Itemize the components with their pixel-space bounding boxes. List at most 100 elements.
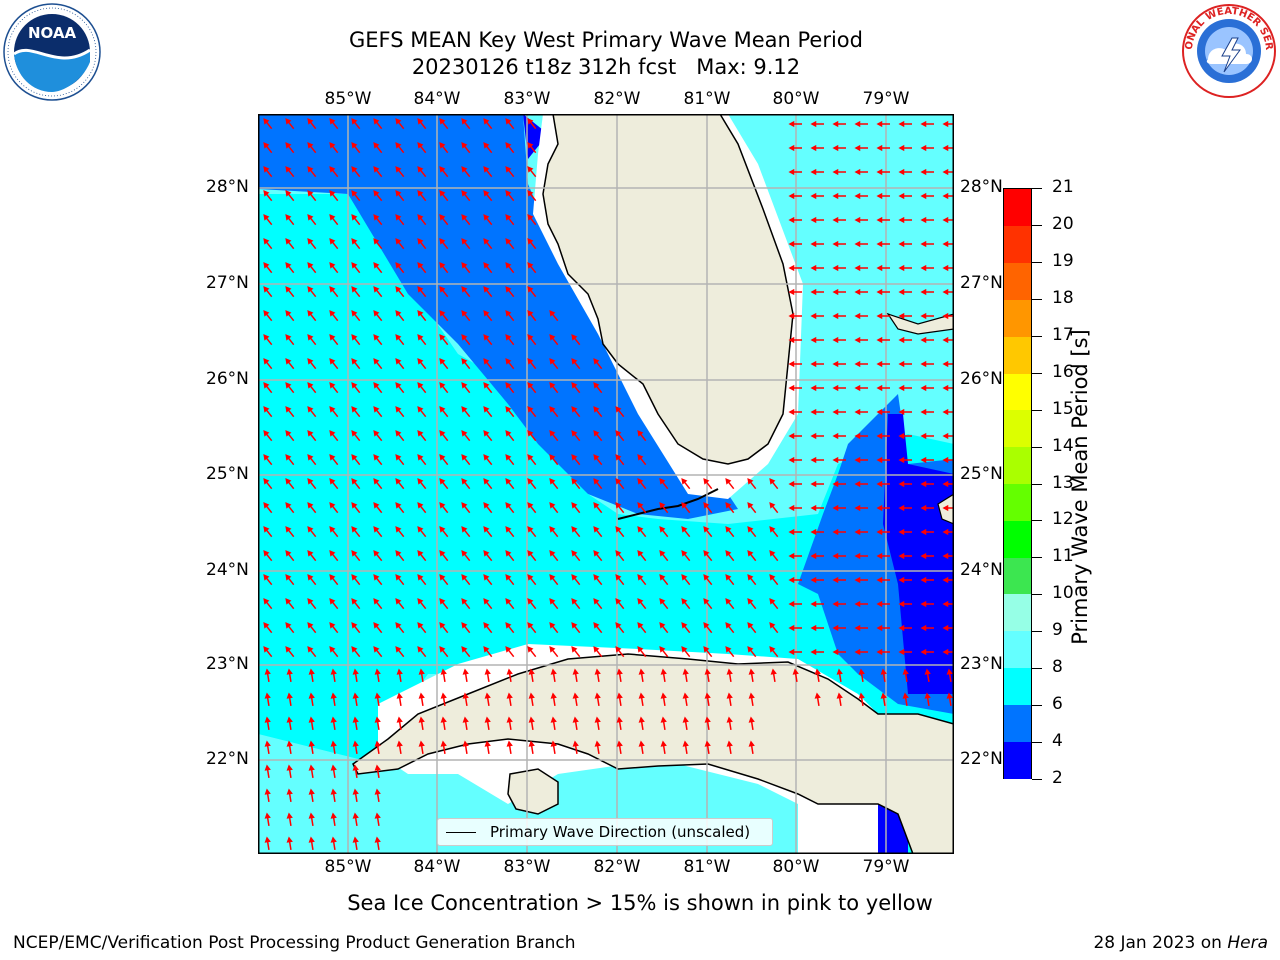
colorbar-tick-label: 15 — [1052, 398, 1074, 419]
wave-arrow-head — [461, 598, 468, 605]
wave-arrow-head — [854, 408, 861, 416]
wave-arrow-head — [527, 286, 534, 293]
wave-arrow-head — [902, 692, 909, 699]
wave-arrow-head — [461, 574, 468, 581]
colorbar-tick-label: 14 — [1052, 435, 1074, 456]
wave-arrow-head — [352, 716, 359, 723]
wave-arrow-head — [942, 120, 949, 128]
wave-arrow-head — [527, 382, 534, 389]
wave-arrow-head — [920, 264, 927, 272]
lon-label-top: 83°W — [503, 89, 551, 109]
lon-label-bottom: 79°W — [862, 857, 910, 877]
wave-arrow-head — [920, 480, 927, 488]
wave-arrow-head — [832, 360, 839, 368]
wave-arrow-head — [876, 456, 883, 464]
wave-arrow-head — [308, 740, 315, 747]
wave-arrow-head — [374, 788, 381, 795]
wave-arrow-head — [854, 312, 861, 320]
wave-arrow-head — [439, 598, 446, 605]
colorbar-segment — [1004, 409, 1031, 448]
wave-arrow-head — [329, 526, 336, 533]
wave-arrow-head — [483, 190, 490, 197]
wave-arrow-head — [725, 478, 732, 485]
wave-arrow-head — [898, 336, 905, 344]
colorbar-tick-label: 13 — [1052, 472, 1074, 493]
wave-arrow-head — [329, 622, 336, 629]
wave-arrow-head — [836, 668, 843, 675]
footer-date-text: 28 Jan 2023 on — [1093, 933, 1228, 953]
wave-arrow-head — [483, 118, 490, 125]
wave-arrow-head — [395, 166, 402, 173]
wave-arrow-head — [505, 334, 512, 341]
wave-arrow-head — [527, 430, 534, 437]
wave-arrow-head — [593, 598, 600, 605]
wave-arrow-head — [659, 574, 666, 581]
field-8-9s-east — [778, 134, 954, 244]
wave-arrow-head — [395, 118, 402, 125]
wave-arrow-head — [858, 668, 865, 675]
colorbar-segment — [1004, 630, 1031, 669]
wave-arrow-head — [942, 144, 949, 152]
plot-title-line2: 20230126 t18z 312h fcst Max: 9.12 — [411, 55, 801, 79]
colorbar-tick-mark — [1032, 742, 1042, 744]
wave-arrow-head — [483, 502, 490, 509]
wave-arrow-head — [417, 550, 424, 557]
wave-arrow-head — [506, 716, 513, 723]
wave-arrow-head — [571, 550, 578, 557]
wave-arrow-head — [788, 216, 795, 224]
wave-arrow-head — [308, 692, 315, 699]
wave-arrow-head — [876, 648, 883, 656]
wave-arrow-head — [285, 406, 292, 413]
wave-arrow-head — [898, 216, 905, 224]
colorbar-segment — [1004, 741, 1031, 779]
wave-arrow-head — [527, 214, 534, 221]
wave-arrow-head — [308, 716, 315, 723]
wave-arrow-head — [920, 168, 927, 176]
wave-arrow-head — [505, 574, 512, 581]
wave-arrow-head — [615, 502, 622, 509]
wave-arrow-head — [417, 646, 424, 653]
wave-arrow-head — [593, 406, 600, 413]
wave-arrow-head — [483, 262, 490, 269]
wave-arrow-head — [351, 430, 358, 437]
wave-arrow-head — [810, 408, 817, 416]
wave-arrow-head — [876, 408, 883, 416]
wave-arrow-head — [505, 262, 512, 269]
wave-arrow-head — [351, 646, 358, 653]
wave-arrow-head — [810, 624, 817, 632]
wave-arrow-head — [374, 692, 381, 699]
wave-arrow-head — [920, 648, 927, 656]
wave-arrow-head — [263, 310, 270, 317]
colorbar-tick-mark — [1032, 668, 1042, 670]
wave-arrow-head — [395, 382, 402, 389]
wave-arrow-head — [942, 288, 949, 296]
wave-arrow-head — [682, 692, 689, 699]
wave-arrow-head — [461, 430, 468, 437]
wave-arrow-head — [483, 646, 490, 653]
wave-arrow-head — [329, 166, 336, 173]
colorbar-tick-label: 10 — [1052, 583, 1074, 604]
wave-arrow-head — [549, 334, 556, 341]
wave-arrow-head — [285, 334, 292, 341]
wave-arrow-head — [788, 456, 795, 464]
wave-arrow-head — [351, 166, 358, 173]
wave-arrow-head — [876, 504, 883, 512]
wave-arrow-head — [726, 668, 733, 675]
wave-arrow-head — [439, 406, 446, 413]
wave-arrow-head — [395, 622, 402, 629]
lon-label-top: 85°W — [324, 89, 372, 109]
wave-arrow-head — [898, 264, 905, 272]
wave-arrow-head — [461, 526, 468, 533]
wave-arrow-head — [417, 478, 424, 485]
wave-arrow-head — [461, 502, 468, 509]
wave-arrow-head — [770, 668, 777, 675]
wave-arrow-head — [373, 454, 380, 461]
footer-date: 28 Jan 2023 on Hera — [1093, 933, 1268, 953]
wave-arrow-head — [810, 216, 817, 224]
wave-arrow-head — [810, 552, 817, 560]
wave-arrow-head — [876, 192, 883, 200]
wave-arrow-head — [330, 812, 337, 819]
wave-arrow-head — [395, 526, 402, 533]
wave-arrow-head — [528, 740, 535, 747]
sea-ice-note: Sea Ice Concentration > 15% is shown in … — [347, 891, 933, 915]
